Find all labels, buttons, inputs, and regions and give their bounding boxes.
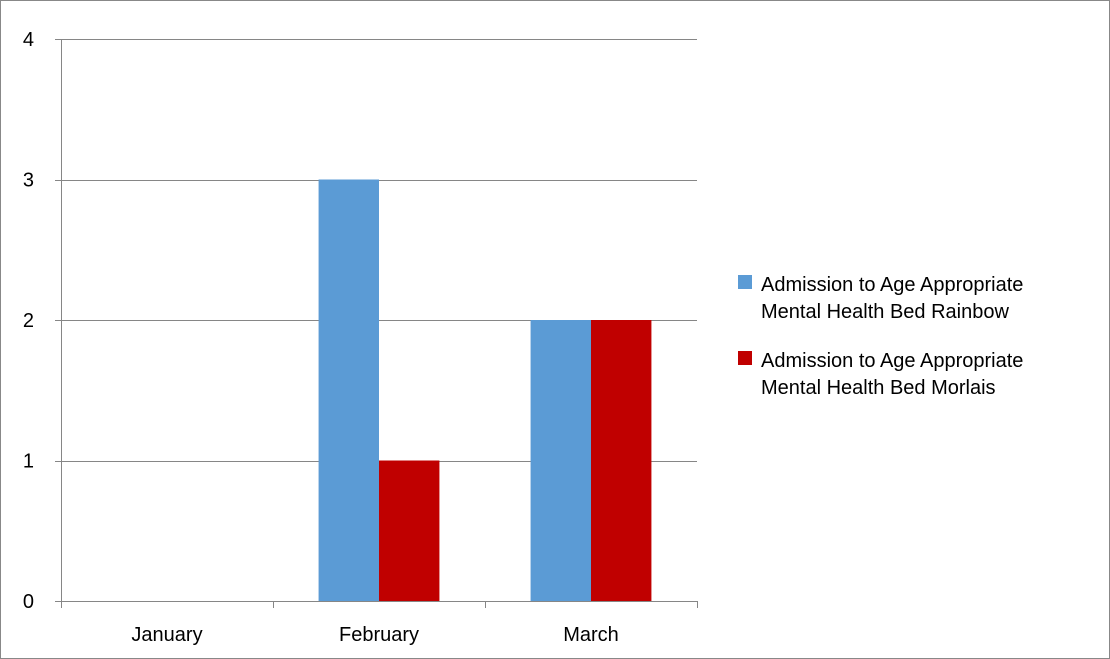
- y-axis-tick-labels: 0 1 2 3 4: [23, 29, 34, 613]
- legend-label-series-2: Admission to Age Appropriate: [761, 350, 1023, 372]
- y-tick-label: 0: [23, 591, 34, 613]
- legend-swatch-series-2: [738, 351, 752, 365]
- y-tick-label: 3: [23, 170, 34, 192]
- bars: [318, 179, 652, 601]
- bar-series-2-march: [591, 320, 652, 601]
- legend-swatch-series-1: [738, 275, 752, 289]
- y-tick-label: 4: [23, 29, 34, 51]
- legend-label-series-1: Mental Health Bed Rainbow: [761, 301, 1009, 323]
- legend-label-series-2: Mental Health Bed Morlais: [761, 377, 996, 399]
- legend: Admission to Age Appropriate Mental Healt…: [738, 274, 1023, 399]
- bar-series-1-february: [318, 179, 379, 601]
- bar-series-2-february: [379, 460, 440, 601]
- y-tick-label: 1: [23, 451, 34, 473]
- y-tick-label: 2: [23, 310, 34, 332]
- x-tick-label: January: [131, 624, 202, 646]
- axes: [55, 39, 698, 608]
- x-tick-label: March: [563, 624, 619, 646]
- x-axis-tick-labels: January February March: [131, 624, 618, 646]
- x-tick-label: February: [339, 624, 419, 646]
- legend-label-series-1: Admission to Age Appropriate: [761, 274, 1023, 296]
- bar-series-1-march: [530, 320, 591, 601]
